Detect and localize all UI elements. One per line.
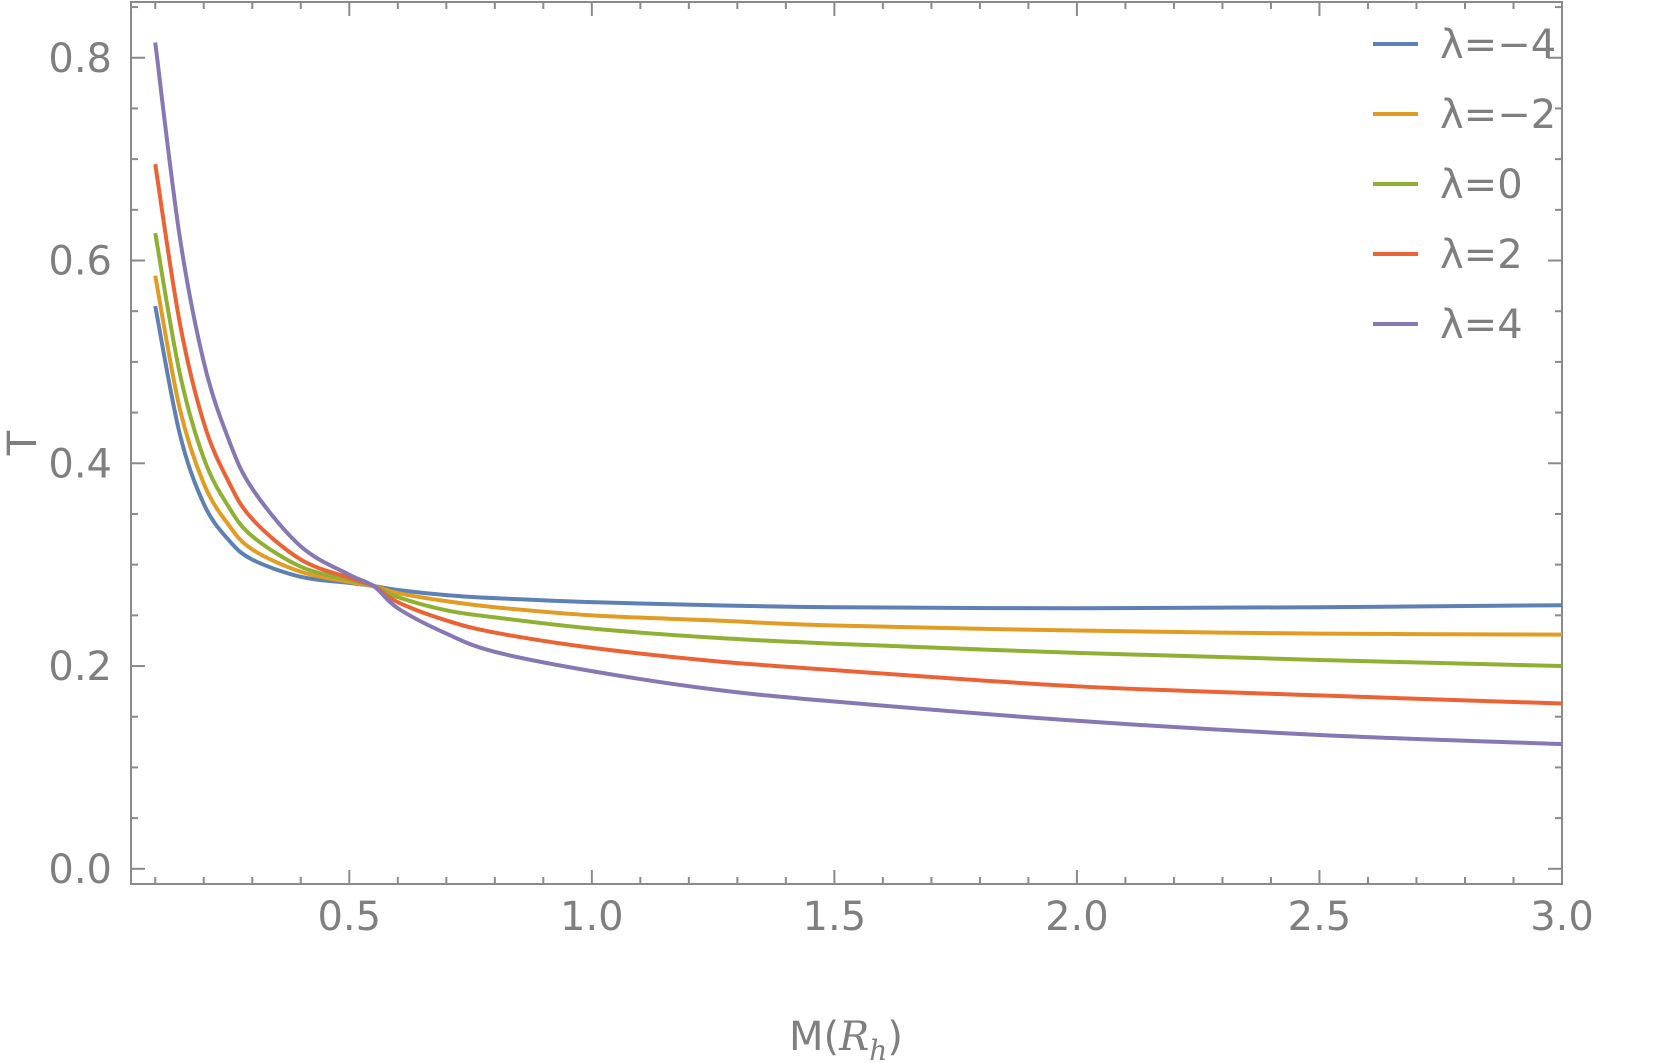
y-tick-label: 0.4 (48, 441, 112, 487)
x-tick-label: 3.0 (1530, 894, 1594, 940)
legend-label: λ=−2 (1440, 92, 1556, 138)
y-tick-label: 0.8 (48, 36, 112, 82)
series-lines (153, 42, 1563, 747)
axis-ticks (131, 2, 1563, 884)
x-tick-label: 0.5 (317, 894, 381, 940)
x-tick-label: 1.5 (803, 894, 867, 940)
axis-tick-labels: 0.5 1.0 1.5 2.0 2.5 3.0 0.0 0.2 0.4 0.6 0.8 (48, 36, 1593, 940)
series-line-1 (153, 275, 1563, 637)
x-tick-label: 2.5 (1288, 894, 1352, 940)
series-line-4 (153, 42, 1563, 747)
series-line-3 (153, 163, 1563, 706)
series-line-0 (153, 305, 1563, 611)
legend: λ=−4 λ=−2 λ=0 λ=2 λ=4 (1373, 22, 1556, 348)
x-tick-label: 2.0 (1045, 894, 1109, 940)
series-line-2 (153, 232, 1563, 669)
legend-label: λ=2 (1440, 232, 1523, 278)
legend-label: λ=4 (1440, 302, 1523, 348)
y-tick-label: 0.6 (48, 239, 112, 285)
y-tick-label: 0.2 (48, 644, 112, 690)
y-tick-label: 0.0 (48, 847, 112, 893)
legend-label: λ=−4 (1440, 22, 1556, 68)
x-tick-label: 1.0 (560, 894, 624, 940)
plot-frame (130, 1, 1563, 885)
x-axis-label: M(Rh) (789, 1014, 903, 1063)
legend-label: λ=0 (1440, 162, 1523, 208)
y-axis-label: T (0, 430, 46, 456)
